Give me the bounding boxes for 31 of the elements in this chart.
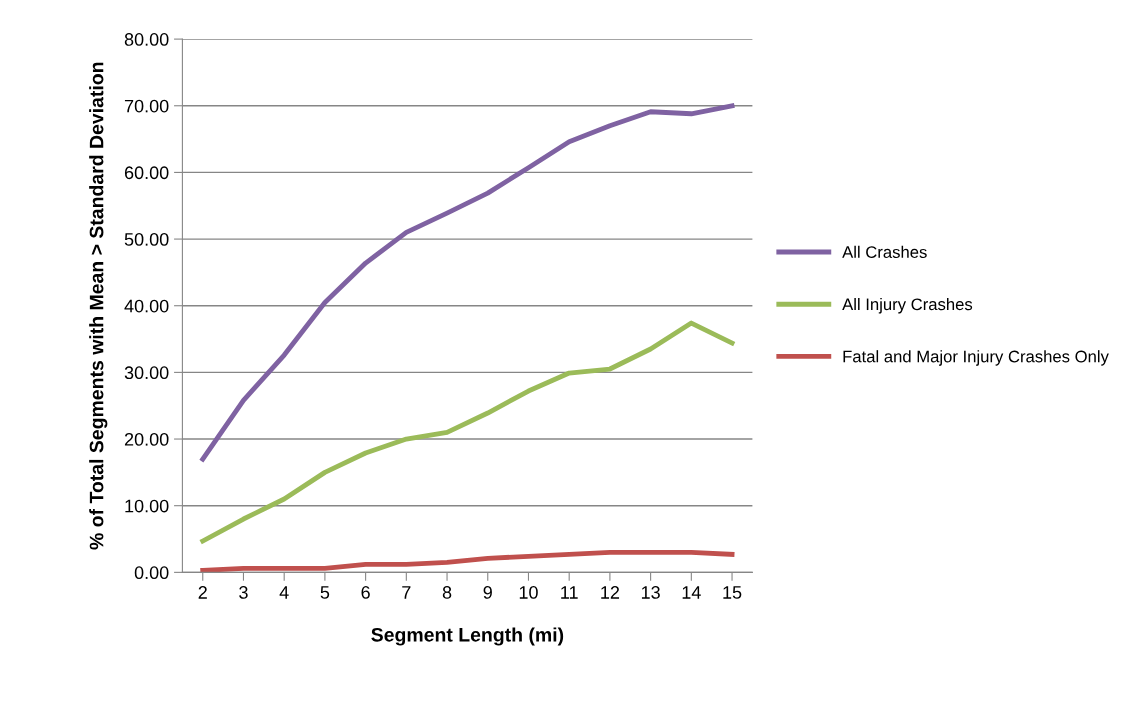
y-tick-label: 70.00	[124, 99, 169, 113]
line-series	[200, 103, 735, 462]
line-series	[200, 549, 735, 573]
x-tick-label: 13	[641, 586, 660, 599]
x-tick-label: 10	[519, 586, 538, 599]
y-tick-label: 80.00	[124, 33, 169, 46]
x-tick-label: 3	[239, 586, 248, 599]
x-tick-label: 5	[320, 586, 330, 599]
legend-label: All Injury Crashes	[842, 297, 973, 314]
x-tick-label: 11	[561, 586, 578, 599]
y-tick-label: 50.00	[124, 233, 169, 246]
y-tick-label: 30.00	[124, 366, 169, 380]
x-tick-label: 4	[279, 586, 289, 599]
legend-label: Fatal and Major Injury Crashes Only	[843, 350, 1109, 366]
y-tick-label: 40.00	[124, 299, 169, 313]
x-tick-label: 15	[723, 586, 742, 599]
line-series	[200, 320, 735, 544]
x-tick-label: 2	[198, 586, 207, 599]
y-tick-label: 60.00	[124, 166, 169, 180]
x-axis-title: Segment Length (mi)	[371, 627, 564, 646]
x-tick-label: 7	[402, 586, 411, 599]
x-tick-label: 14	[682, 586, 701, 599]
legend-label: All Crashes	[842, 245, 927, 258]
x-tick-label: 12	[601, 586, 620, 599]
x-tick-label: 8	[442, 586, 452, 599]
y-tick-label: 0.00	[134, 566, 169, 580]
x-tick-label: 9	[483, 586, 492, 599]
y-tick-label: 20.00	[124, 432, 169, 446]
x-tick-label: 6	[361, 586, 370, 599]
y-tick-label: 10.00	[125, 499, 169, 513]
y-axis-title: % of Total Segments with Mean > Standard Deviation	[89, 62, 108, 550]
